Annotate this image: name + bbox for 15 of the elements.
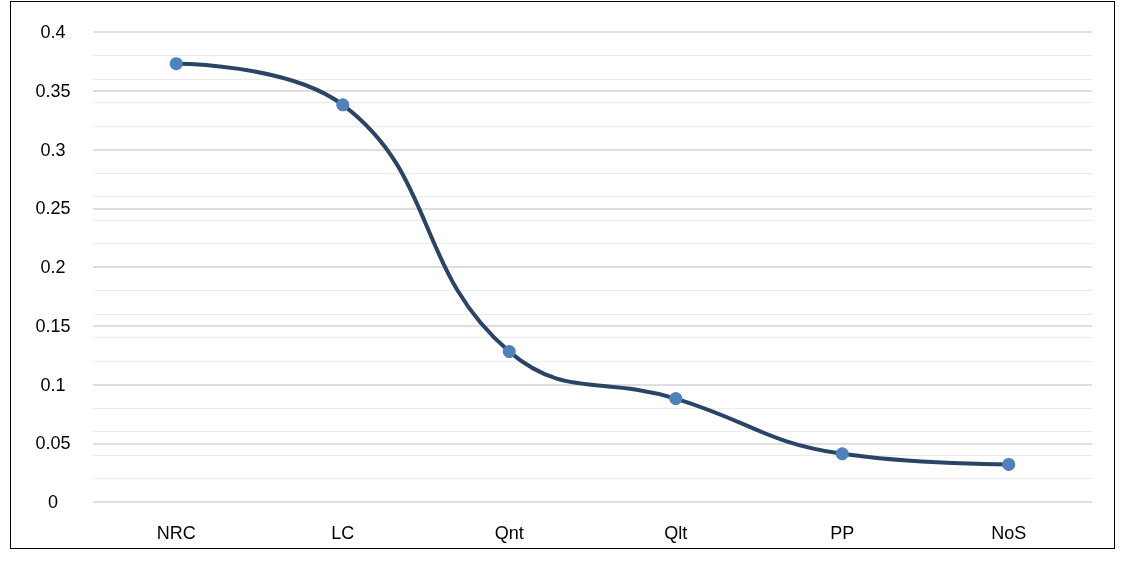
x-tick-label: Qnt: [494, 523, 524, 543]
y-tick-label: 0.4: [40, 22, 66, 42]
y-tick-label: 0.3: [40, 139, 66, 160]
y-tick-label: 0.15: [35, 315, 71, 336]
x-tick-label: NRC: [156, 523, 196, 543]
y-tick-label: 0: [47, 492, 59, 512]
x-tick-label: PP: [830, 523, 855, 543]
y-tick-label: 0.35: [35, 80, 71, 101]
y-tick-label: 0.2: [40, 257, 66, 277]
x-tick-label: LC: [331, 523, 355, 543]
x-tick-label: Qlt: [664, 523, 688, 543]
x-tick-label: NoS: [991, 523, 1027, 543]
y-tick-label: 0.05: [35, 433, 71, 454]
y-tick-label: 0.25: [35, 198, 71, 219]
y-tick-label: 0.1: [40, 374, 66, 395]
